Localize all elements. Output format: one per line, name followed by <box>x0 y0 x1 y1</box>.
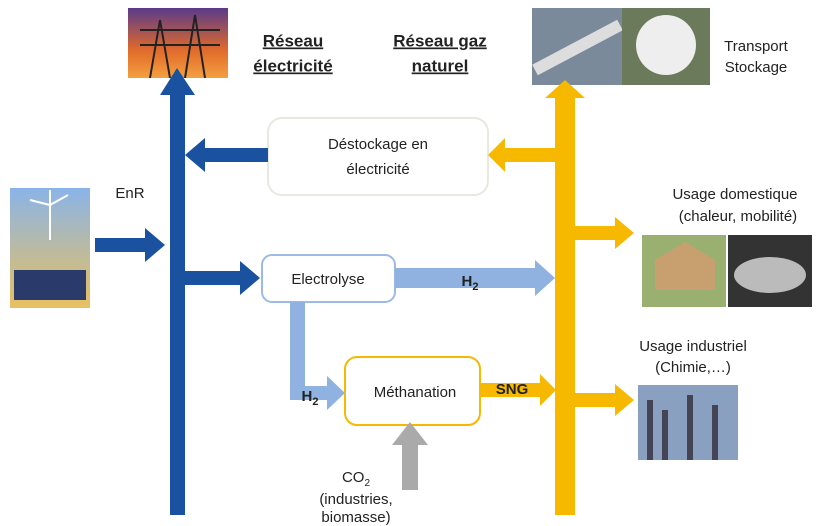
box-label: Méthanation <box>374 384 457 401</box>
subscript: 2 <box>312 396 318 408</box>
text: CO <box>342 469 365 486</box>
electricity-network-arrow <box>160 68 195 515</box>
box-label: Déstockage en <box>328 136 428 153</box>
image-renewables <box>10 188 90 308</box>
label: Stockage <box>725 59 788 76</box>
label: CO2 <box>342 469 371 489</box>
arrow <box>185 261 260 295</box>
arrow <box>575 384 634 416</box>
header: électricité <box>253 56 332 75</box>
arrow <box>95 228 165 262</box>
image-power-lines <box>128 8 228 79</box>
header: naturel <box>412 56 469 75</box>
subscript: 2 <box>472 281 478 293</box>
arrow <box>480 374 556 406</box>
arrow <box>290 302 345 410</box>
product-label: H2 <box>302 388 319 408</box>
arrow <box>395 260 555 296</box>
label: EnR <box>115 185 144 202</box>
text: H <box>462 273 473 290</box>
label: (chaleur, mobilité) <box>679 208 797 225</box>
label: (industries, <box>319 491 392 508</box>
label: Transport <box>724 38 788 55</box>
header: Réseau gaz <box>393 31 487 50</box>
label: Usage domestique <box>672 186 797 203</box>
text: H <box>302 388 313 405</box>
label: Usage industriel <box>639 338 747 355</box>
gas-network-arrow <box>545 80 585 515</box>
subscript: 2 <box>364 478 370 489</box>
arrow <box>392 422 428 490</box>
destockage-box <box>267 117 489 196</box>
header: Réseau <box>263 31 323 50</box>
box-label: Electrolyse <box>291 271 364 288</box>
image-pipeline-tank <box>532 8 710 85</box>
image-house-car <box>642 235 812 307</box>
arrow <box>575 217 634 249</box>
product-label: SNG <box>496 381 529 398</box>
product-label: H2 <box>462 273 479 293</box>
label: (Chimie,…) <box>655 359 731 376</box>
image-refinery <box>638 385 738 460</box>
box-label: électricité <box>346 161 409 178</box>
arrow <box>488 138 555 172</box>
arrow <box>185 138 268 172</box>
label: biomasse) <box>321 509 390 526</box>
